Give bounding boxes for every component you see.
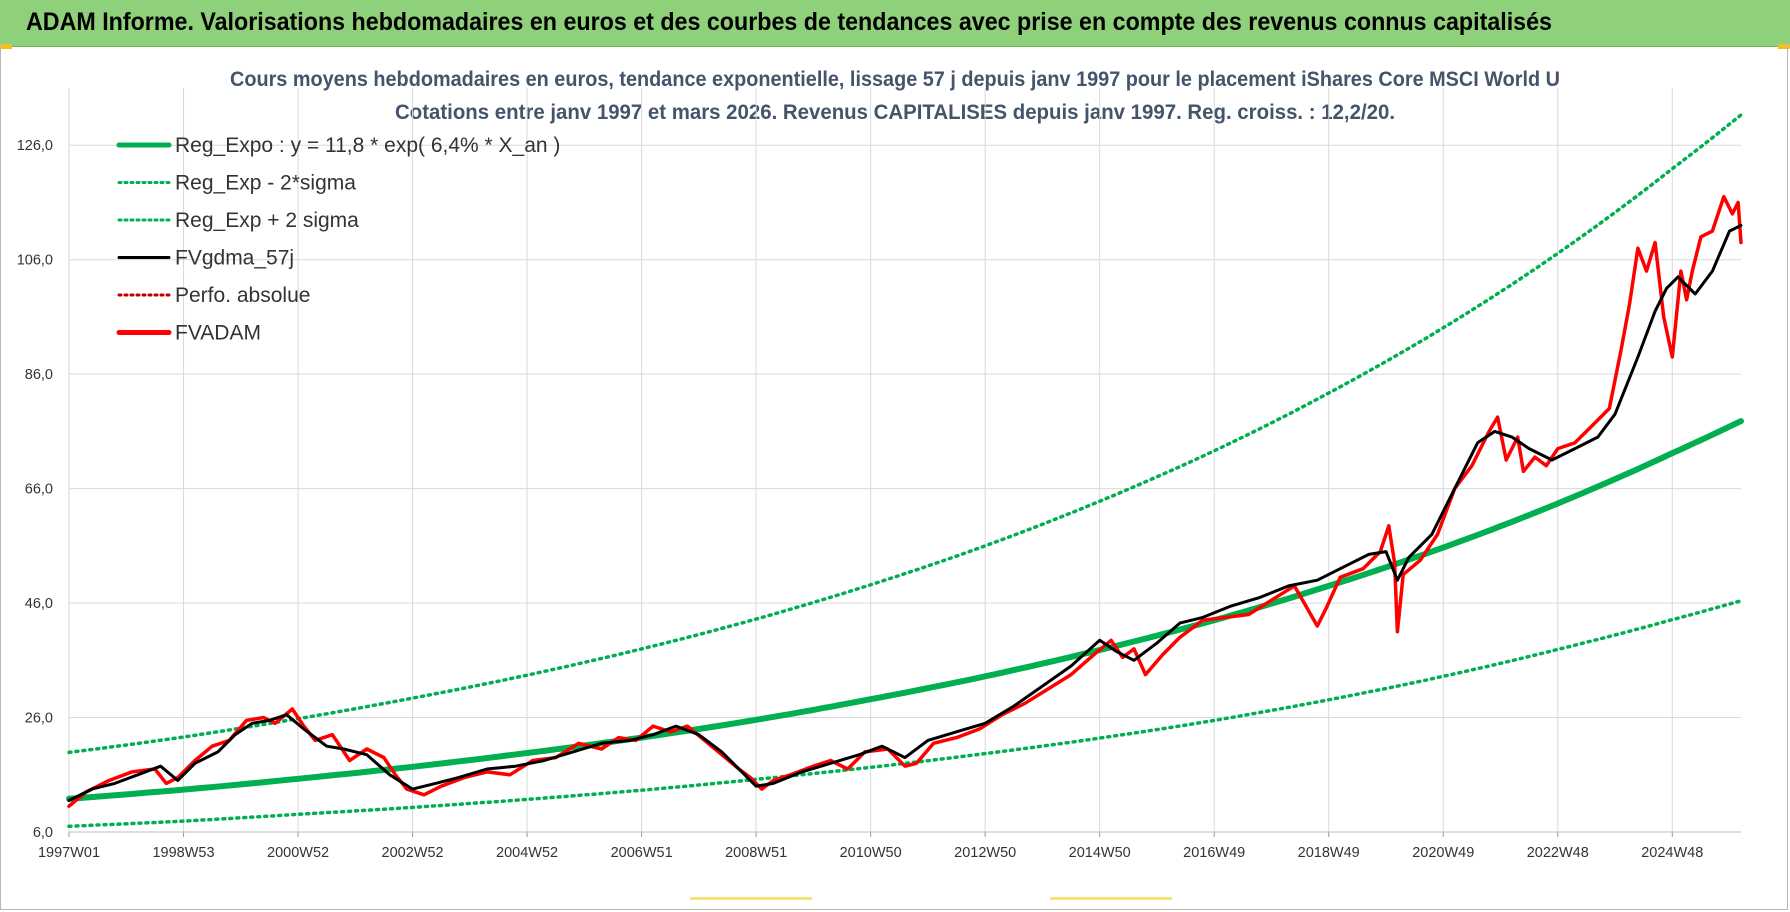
x-tick-label: 2016W49 [1183,845,1245,861]
legend-item: Reg_Exp + 2 sigma [117,209,359,232]
series-line-fvadam [67,194,1743,808]
header-bar: ADAM Informe. Valorisations hebdomadaire… [0,0,1790,47]
y-tick-label: 86,0 [25,367,53,383]
highlight-bar-1 [690,897,812,900]
x-tick-label: 2002W52 [382,845,444,861]
x-tick-label: 2022W48 [1527,845,1589,861]
legend-item: FVADAM [116,322,261,345]
x-tick-label: 2000W52 [267,845,329,861]
x-tick-label: 2008W51 [725,845,787,861]
y-tick-label: 66,0 [25,482,53,498]
series-line-reg-expo-y-11-8-exp-6-4-x-an [66,418,1744,802]
y-tick-label: 46,0 [25,596,53,612]
legend-item: Perfo. absolue [117,284,310,307]
legend-label: Reg_Expo : y = 11,8 * exp( 6,4% * X_an ) [175,134,560,157]
series-line-reg-exp-2-sigma [67,599,1743,829]
series-line-reg-exp-2-sigma [67,113,1743,755]
legend-item: FVgdma_57j [117,247,294,270]
legend-label: FVgdma_57j [175,247,294,270]
chart-title-line-1: Cours moyens hebdomadaires en euros, ten… [230,68,1560,91]
legend-label: Reg_Exp - 2*sigma [175,172,356,195]
x-tick-label: 2012W50 [954,845,1016,861]
series-line-fvgdma-57j [67,223,1743,802]
grid [68,88,1741,833]
legend: Reg_Expo : y = 11,8 * exp( 6,4% * X_an )… [116,134,560,345]
x-tick-label: 2018W49 [1298,845,1360,861]
x-tick-label: 2024W48 [1641,845,1703,861]
x-tick-label: 2006W51 [611,845,673,861]
chart: Cours moyens hebdomadaires en euros, ten… [17,68,1744,861]
axes: 6,0 26,0 46,0 66,0 86,0 106,0 126,0 1997W01 1998… [17,138,1741,861]
y-tick-label: 126,0 [17,138,53,154]
legend-item: Reg_Exp - 2*sigma [117,172,356,195]
chart-area: Cours moyens hebdomadaires en euros, ten… [0,46,1788,910]
x-tick-label: 1998W53 [152,845,214,861]
x-tick-label: 2020W49 [1412,845,1474,861]
corner-mark-right [1778,44,1790,49]
legend-label: Perfo. absolue [175,284,310,307]
y-tick-label: 6,0 [33,825,53,841]
page-title: ADAM Informe. Valorisations hebdomadaire… [26,8,1552,36]
series-layer [66,113,1744,829]
y-tick-label: 26,0 [25,711,53,727]
x-tick-label: 2004W52 [496,845,558,861]
legend-item: Reg_Expo : y = 11,8 * exp( 6,4% * X_an ) [116,134,560,157]
legend-label: Reg_Exp + 2 sigma [175,209,359,232]
x-tick-label: 2010W50 [840,845,902,861]
chart-title-line-2: Cotations entre janv 1997 et mars 2026. … [395,101,1395,124]
corner-mark-left [0,44,12,49]
y-tick-label: 106,0 [17,253,53,269]
x-tick-label: 1997W01 [38,845,100,861]
legend-label: FVADAM [175,322,261,345]
highlight-bar-2 [1050,897,1172,900]
x-tick-label: 2014W50 [1069,845,1131,861]
